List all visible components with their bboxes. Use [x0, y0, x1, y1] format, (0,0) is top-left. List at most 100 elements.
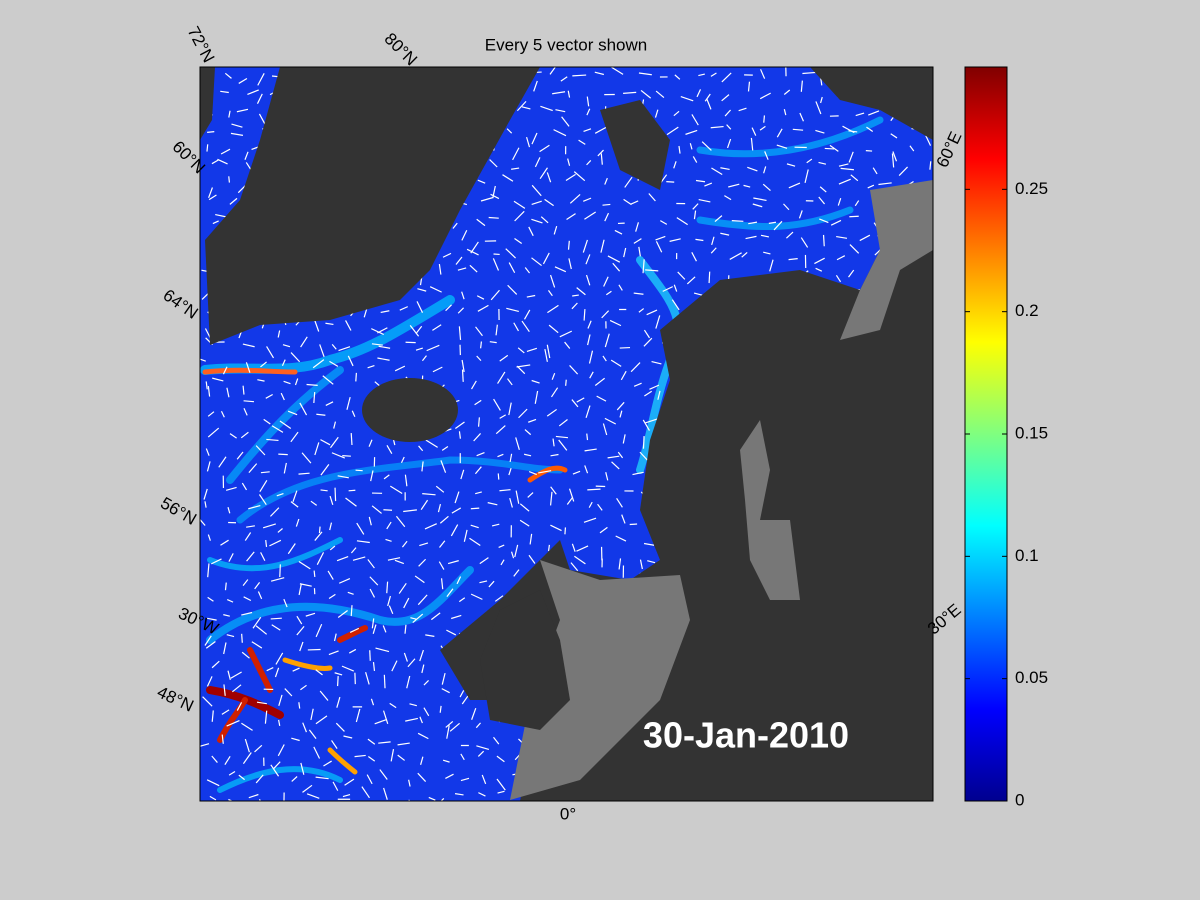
vector: [224, 755, 231, 765]
vector: [369, 576, 379, 586]
vector: [240, 431, 249, 439]
vector: [643, 337, 653, 347]
vector: [499, 489, 511, 492]
vector: [611, 461, 620, 470]
vector: [329, 436, 339, 449]
vector: [710, 247, 717, 254]
vector: [356, 522, 365, 535]
vector: [418, 558, 427, 567]
vector: [211, 755, 218, 763]
vector: [277, 528, 283, 533]
vector: [283, 380, 291, 385]
vector: [745, 235, 757, 240]
vector: [308, 729, 317, 740]
vector: [480, 196, 494, 202]
vector: [325, 401, 334, 406]
vector: [751, 127, 757, 136]
vector: [604, 333, 610, 348]
vector: [368, 439, 373, 447]
vector: [344, 778, 355, 786]
vector: [555, 109, 566, 113]
vector: [220, 539, 229, 546]
vector: [312, 359, 325, 369]
vector: [475, 491, 482, 495]
vector: [259, 480, 268, 493]
vector: [602, 423, 608, 436]
vector: [302, 722, 307, 733]
vector: [203, 488, 208, 500]
vector: [208, 187, 214, 199]
vector: [645, 269, 659, 272]
vector: [786, 163, 796, 167]
vector: [493, 398, 501, 411]
vector: [523, 453, 532, 457]
vector: [519, 519, 530, 527]
vector: [390, 748, 395, 762]
vector: [314, 531, 323, 541]
vector: [494, 595, 504, 602]
vector: [584, 448, 597, 452]
vector: [471, 380, 477, 390]
vector: [814, 257, 825, 265]
vector: [441, 688, 450, 694]
vector: [378, 741, 391, 744]
vector: [370, 698, 375, 706]
vector: [345, 320, 352, 331]
vector: [909, 145, 915, 152]
vector: [741, 251, 748, 258]
vector: [211, 660, 220, 669]
vector: [367, 738, 376, 745]
vector: [212, 220, 219, 225]
vector: [815, 101, 822, 115]
vector: [283, 462, 287, 474]
vector: [461, 369, 464, 382]
vector: [515, 437, 520, 450]
map-frame: [199, 66, 934, 802]
vector: [271, 425, 284, 433]
vector: [788, 257, 798, 261]
vector: [638, 246, 641, 257]
vector: [571, 399, 579, 408]
vector: [571, 302, 578, 310]
vector: [680, 95, 694, 102]
vector: [440, 798, 445, 801]
vector: [508, 402, 512, 416]
vector: [478, 792, 486, 797]
chart-title: Every 5 vector shown: [485, 35, 648, 54]
vector: [659, 220, 668, 225]
vector: [209, 795, 217, 801]
vector: [371, 505, 382, 514]
vector: [747, 81, 751, 92]
vector: [243, 596, 252, 602]
vector: [830, 219, 842, 226]
vector: [514, 237, 523, 244]
vector: [760, 69, 766, 79]
vector: [244, 532, 252, 541]
vector: [607, 455, 620, 459]
vector: [417, 594, 428, 606]
vector: [622, 434, 626, 444]
vector: [491, 523, 500, 527]
vector: [355, 469, 363, 472]
vector: [584, 465, 589, 474]
vector: [561, 116, 570, 127]
vector: [566, 213, 576, 220]
vector: [540, 216, 549, 224]
vector: [514, 210, 525, 222]
vector: [475, 326, 483, 337]
vector: [476, 745, 490, 751]
vector: [469, 264, 478, 273]
vector: [706, 98, 712, 110]
vector: [701, 141, 712, 151]
vector: [639, 451, 648, 461]
vector: [367, 559, 375, 569]
vector: [490, 289, 500, 301]
vector: [602, 355, 607, 362]
vector: [747, 166, 758, 172]
vector: [356, 540, 370, 544]
vector: [487, 502, 498, 506]
vector: [838, 178, 851, 185]
vector: [750, 137, 754, 151]
vector: [257, 73, 265, 86]
vector: [438, 264, 442, 275]
